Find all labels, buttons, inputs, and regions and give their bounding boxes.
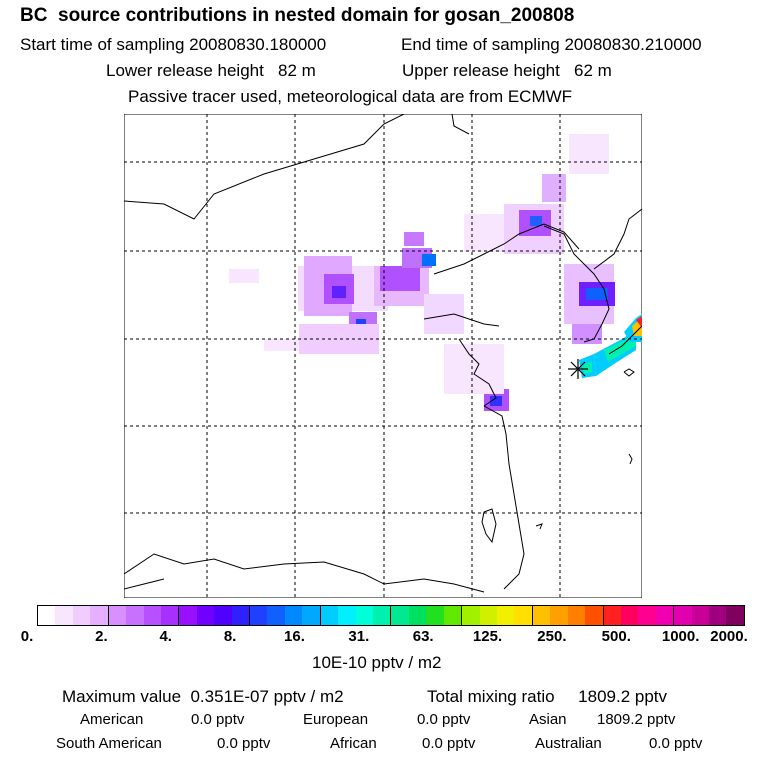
colorbar-segment [178, 606, 197, 625]
colorbar-tick-label: 4. [159, 628, 172, 645]
total-mixing-label: Total mixing ratio 1809.2 pptv [427, 687, 668, 706]
colorbar [37, 605, 745, 626]
colorbar-segment [673, 606, 692, 625]
upper-release-label: Upper release height 62 m [402, 61, 612, 80]
colorbar-segment [620, 606, 639, 625]
colorbar-segment [319, 606, 339, 625]
colorbar-segment [196, 606, 215, 625]
concentration-map [123, 113, 643, 599]
colorbar-segment [479, 606, 497, 625]
coastlines [123, 113, 643, 593]
colorbar-segment [355, 606, 374, 625]
colorbar-segment [461, 606, 480, 625]
colorbar-segment [338, 606, 356, 625]
european-value: 0.0 pptv [417, 711, 471, 728]
colorbar-tick-label: 500. [601, 628, 631, 645]
american-value: 0.0 pptv [191, 711, 245, 728]
colorbar-segment [655, 606, 674, 625]
south-american-value: 0.0 pptv [217, 735, 271, 752]
african-value: 0.0 pptv [422, 735, 476, 752]
colorbar-segment [160, 606, 179, 625]
european-label: European [303, 711, 369, 728]
asian-value: 1809.2 pptv [597, 711, 676, 728]
colorbar-segment [602, 606, 621, 625]
colorbar-segment [390, 606, 409, 625]
colorbar-segment [90, 606, 108, 625]
colorbar-segment [496, 606, 515, 625]
colorbar-segment [214, 606, 232, 625]
colorbar-segment [373, 606, 391, 625]
colorbar-tick-label: 0. [20, 628, 34, 645]
colorbar-segment [691, 606, 710, 625]
colorbar-segment [443, 606, 462, 625]
colorbar-segment [38, 606, 56, 625]
colorbar-units: 10E-10 pptv / m2 [312, 653, 442, 672]
colorbar-tick-label: 63. [412, 628, 434, 645]
colorbar-segment [249, 606, 268, 625]
american-label: American [80, 711, 144, 728]
map-canvas [123, 113, 643, 599]
colorbar-tick-label: 2. [95, 628, 108, 645]
south-american-label: South American [56, 735, 162, 752]
colorbar-segment [426, 606, 444, 625]
end-time-label: End time of sampling 20080830.210000 [401, 35, 702, 54]
colorbar-tick-label: 1000. [661, 628, 700, 645]
colorbar-segment [107, 606, 127, 625]
colorbar-segment [514, 606, 532, 625]
colorbar-tick-label: 250. [537, 628, 567, 645]
gosan-receptor-marker [568, 359, 588, 379]
australian-value: 0.0 pptv [649, 735, 703, 752]
colorbar-segment [709, 606, 727, 625]
start-time-label: Start time of sampling 20080830.180000 [20, 35, 327, 54]
lower-release-label: Lower release height 82 m [106, 61, 316, 80]
colorbar-segment [726, 606, 744, 625]
colorbar-segment [126, 606, 144, 625]
colorbar-segment [72, 606, 91, 625]
colorbar-segment [231, 606, 250, 625]
colorbar-segment [531, 606, 551, 625]
australian-label: Australian [535, 735, 602, 752]
colorbar-tick-label: 8. [223, 628, 237, 645]
colorbar-segment [302, 606, 320, 625]
graticule [124, 114, 642, 598]
asian-label: Asian [529, 711, 567, 728]
african-label: African [330, 735, 377, 752]
colorbar-segment [284, 606, 303, 625]
colorbar-segment [408, 606, 427, 625]
colorbar-segment [567, 606, 586, 625]
colorbar-tick-label: 125. [472, 628, 503, 645]
colorbar-segment [267, 606, 285, 625]
colorbar-segment [143, 606, 161, 625]
colorbar-segment [585, 606, 603, 625]
max-value-label: Maximum value 0.351E-07 pptv / m2 [62, 687, 344, 706]
colorbar-segment [638, 606, 656, 625]
plot-title: BC source contributions in nested domain… [20, 5, 575, 26]
colorbar-tick-label: 31. [348, 628, 370, 645]
colorbar-segment [55, 606, 73, 625]
colorbar-tick-label: 16. [284, 628, 305, 645]
colorbar-tick-label: 2000. [710, 628, 748, 645]
colorbar-segment [550, 606, 568, 625]
tracer-note: Passive tracer used, meteorological data… [128, 87, 573, 106]
